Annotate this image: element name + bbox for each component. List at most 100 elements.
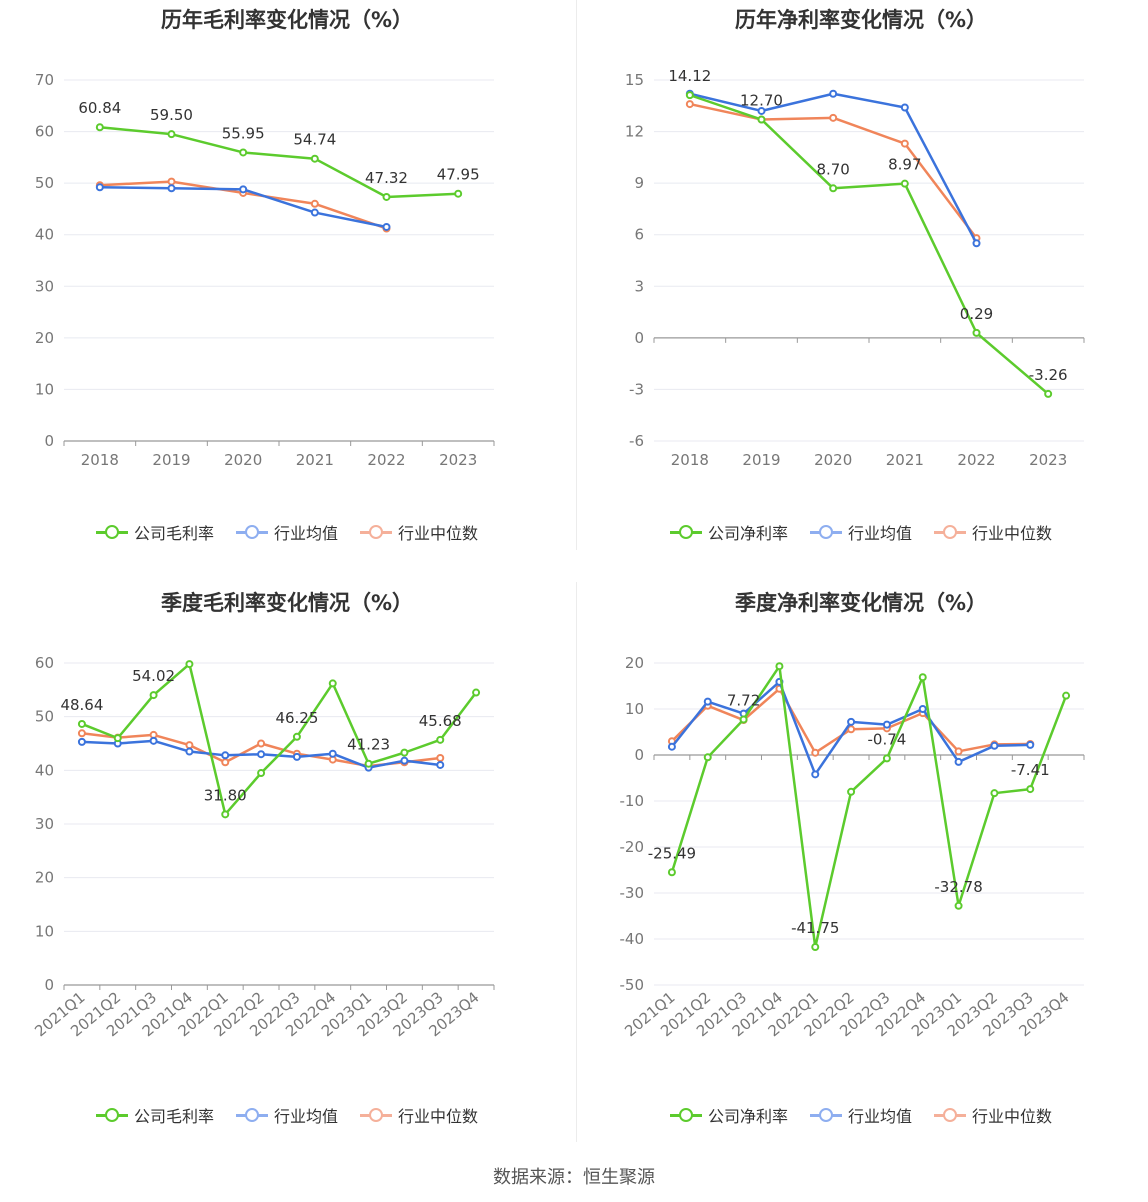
data-point <box>811 770 820 779</box>
x-tick-label: 2018 <box>81 451 119 469</box>
data-point <box>221 751 230 760</box>
data-point <box>364 759 373 768</box>
chart-plot: 0 10 20 30 40 50 60 70 2018 2019 2020 2021 2022 2023 6… <box>35 71 495 469</box>
data-point <box>918 705 927 713</box>
x-tick-label: 2022 <box>957 451 995 469</box>
data-label: -41.75 <box>791 919 839 937</box>
y-tick-label: 0 <box>634 746 644 764</box>
legend-label: 行业中位数 <box>972 1107 1053 1126</box>
chart-legend: 公司毛利率 行业均值 行业中位数 <box>0 1103 574 1127</box>
data-point <box>454 189 463 198</box>
data-point <box>292 752 301 761</box>
y-tick-label: 12 <box>625 123 644 141</box>
legend-industry-average[interactable]: 行业均值 <box>809 520 912 544</box>
divider-bottom <box>576 582 577 1142</box>
data-point <box>95 183 104 192</box>
data-label: 8.97 <box>888 156 921 174</box>
data-point <box>472 688 481 697</box>
data-point <box>1044 389 1053 398</box>
data-point <box>167 177 176 186</box>
data-point <box>703 753 712 762</box>
data-point <box>292 732 301 741</box>
y-tick-label: 40 <box>35 761 54 779</box>
legend-company[interactable]: 公司毛利率 <box>95 520 214 544</box>
legend-label: 公司净利率 <box>707 1107 788 1126</box>
y-tick-label: 9 <box>634 174 644 192</box>
x-tick-label: 2021 <box>296 451 334 469</box>
legend-label: 行业中位数 <box>972 524 1053 543</box>
legend-industry-average[interactable]: 行业均值 <box>235 1103 338 1127</box>
data-point <box>829 184 838 193</box>
chart-plot: -6 -3 0 3 6 9 12 15 2018 2019 2020 2021 2022 2023 14.1… <box>625 67 1085 469</box>
data-label: 54.74 <box>293 131 336 149</box>
y-tick-label: 40 <box>35 226 54 244</box>
legend-company[interactable]: 公司净利率 <box>669 1103 788 1127</box>
data-point <box>167 130 176 139</box>
data-label: 47.32 <box>365 169 408 187</box>
data-point <box>918 673 927 682</box>
chart-title: 季度净利率变化情况（%） <box>734 591 988 615</box>
data-point <box>239 185 248 194</box>
legend-industry-median[interactable]: 行业中位数 <box>934 1103 1052 1127</box>
company-line <box>670 664 1068 949</box>
x-tick-label: 2018 <box>671 451 709 469</box>
data-point <box>757 106 766 115</box>
chart-plot: -50-40-30-20-10010202021Q12021Q22021Q320… <box>620 654 1085 1040</box>
data-point <box>900 179 909 188</box>
legend-industry-median[interactable]: 行业中位数 <box>934 520 1052 544</box>
legend-industry-average[interactable]: 行业均值 <box>809 1103 912 1127</box>
data-label: 8.70 <box>816 160 849 178</box>
data-point <box>847 717 856 726</box>
data-point <box>400 756 409 765</box>
data-point <box>436 735 445 744</box>
data-point <box>811 943 820 952</box>
company-line <box>81 662 478 816</box>
data-point <box>95 123 104 132</box>
x-tick-label: 2019 <box>742 451 780 469</box>
data-point <box>811 748 820 757</box>
data-point <box>221 810 230 819</box>
x-tick-label: 2020 <box>224 451 262 469</box>
y-tick-label: -40 <box>620 930 645 948</box>
data-point <box>113 734 122 743</box>
legend-line-icon <box>360 524 392 540</box>
data-label: 0.29 <box>960 305 993 323</box>
data-label: 46.25 <box>275 709 318 727</box>
y-tick-label: 20 <box>625 654 644 672</box>
y-tick-label: 70 <box>35 71 54 89</box>
legend-label: 行业均值 <box>273 524 338 543</box>
data-point <box>149 691 158 700</box>
data-point <box>310 199 319 208</box>
legend-label: 行业均值 <box>273 1107 338 1126</box>
data-point <box>257 739 266 748</box>
legend-industry-median[interactable]: 行业中位数 <box>360 520 478 544</box>
data-point <box>185 660 194 669</box>
y-tick-label: 20 <box>35 869 54 887</box>
data-point <box>1026 740 1035 749</box>
divider-top <box>576 0 577 550</box>
y-tick-label: 6 <box>634 226 644 244</box>
legend-label: 公司毛利率 <box>133 524 214 543</box>
data-point <box>882 754 891 763</box>
data-point <box>990 741 999 750</box>
legend-industry-average[interactable]: 行业均值 <box>235 520 338 544</box>
x-tick-label: 2019 <box>152 451 190 469</box>
data-point <box>77 729 86 738</box>
data-point <box>436 760 445 769</box>
data-label: -7.41 <box>1011 761 1050 779</box>
y-tick-label: 10 <box>35 922 54 940</box>
legend-company[interactable]: 公司毛利率 <box>95 1103 214 1127</box>
legend-label: 公司毛利率 <box>133 1107 214 1126</box>
annual-gross-margin-chart: 历年毛利率变化情况（%） 0 10 20 30 40 50 60 70 2018 2019 2020… <box>0 0 574 560</box>
legend-company[interactable]: 公司净利率 <box>669 520 788 544</box>
legend-industry-median[interactable]: 行业中位数 <box>360 1103 478 1127</box>
legend-line-icon <box>809 524 842 540</box>
chart-title: 历年净利率变化情况（%） <box>734 8 988 32</box>
data-label: -32.78 <box>934 878 982 896</box>
legend-line-icon <box>360 1107 392 1123</box>
data-label: 59.50 <box>150 106 193 124</box>
legend-line-icon <box>934 1107 966 1123</box>
data-point <box>149 736 158 745</box>
y-tick-label: 30 <box>35 277 54 295</box>
data-label: 41.23 <box>347 736 390 754</box>
